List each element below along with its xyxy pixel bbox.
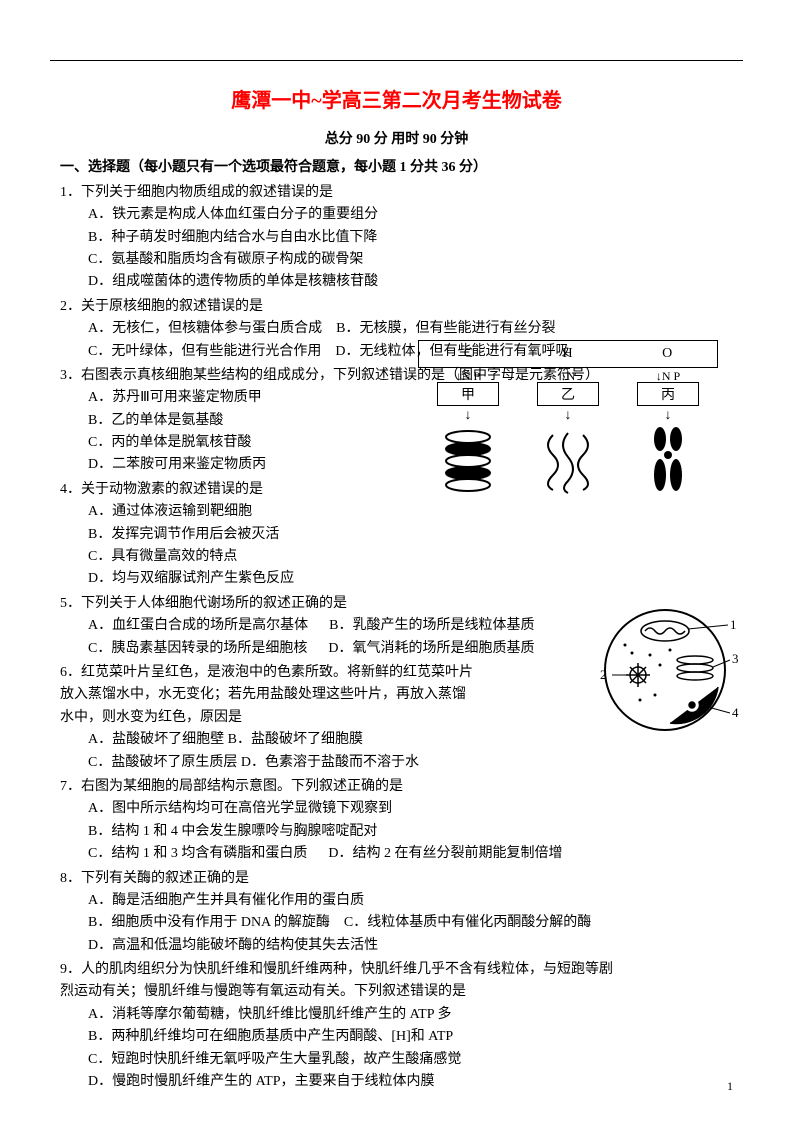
question-8: 8．下列有关酶的叙述正确的是 A．酶是活细胞产生并具有催化作用的蛋白质 B．细胞…: [60, 868, 733, 958]
q2-option-a: A．无核仁，但核糖体参与蛋白质合成: [88, 321, 322, 336]
q5-option-d: D．氧气消耗的场所是细胞质基质: [328, 641, 534, 656]
q8-options-bc: B．细胞质中没有作用于 DNA 的解旋酶 C．线粒体基质中有催化丙酮酸分解的酶: [88, 912, 733, 934]
q3-figure: C H O ↓N P ↓N ↓N P 甲 乙 丙 ↓ ↓ ↓: [418, 340, 718, 495]
cell-diagram-icon: [600, 605, 740, 735]
q8-option-b: B．细胞质中没有作用于 DNA 的解旋酶: [88, 915, 330, 930]
page-number: 1: [727, 1079, 733, 1094]
q3-cho-h: H: [563, 346, 573, 362]
q3-cho-c: C: [464, 346, 473, 362]
exam-title: 鹰潭一中~学高三第二次月考生物试卷: [60, 85, 733, 117]
q9-option-a: A．消耗等摩尔葡萄糖，快肌纤维比慢肌纤维产生的 ATP 多: [88, 1004, 733, 1026]
section-heading: 一、选择题（每小题只有一个选项最符合题意，每小题 1 分共 36 分）: [60, 157, 733, 179]
q9-stem-2: 烈运动有关；慢肌纤维与慢跑等有氧运动有关。下列叙述错误的是: [60, 981, 733, 1003]
q1-option-b: B．种子萌发时细胞内结合水与自由水比值下降: [88, 227, 733, 249]
exam-page: 鹰潭一中~学高三第二次月考生物试卷 总分 90 分 用时 90 分钟 一、选择题…: [0, 0, 793, 1135]
q7-figure: 1 2 3 4: [600, 605, 740, 740]
q1-stem: 1．下列关于细胞内物质组成的叙述错误的是: [60, 182, 733, 204]
q3-svg-row: [418, 425, 718, 495]
q4-option-b: B．发挥完调节作用后会被灭活: [88, 524, 733, 546]
q9-stem-1: 9．人的肌肉组织分为快肌纤维和慢肌纤维两种，快肌纤维几乎不含有线粒体，与短跑等剧: [60, 959, 733, 981]
q8-option-a: A．酶是活细胞产生并具有催化作用的蛋白质: [88, 890, 733, 912]
membrane-icon: [438, 425, 498, 495]
q3-arrow-3: ↓N P: [638, 370, 698, 382]
q2-option-b: B．无核膜，但有些能进行有丝分裂: [336, 321, 555, 336]
q3-boxes-row: 甲 乙 丙: [418, 382, 718, 406]
q7-label-3: 3: [732, 651, 739, 667]
q3-down-3: ↓: [638, 408, 698, 423]
q3-arrows-row: ↓N P ↓N ↓N P: [418, 370, 718, 382]
q7-options-cd: C．结构 1 和 3 均含有磷脂和蛋白质 D．结构 2 在有丝分裂前期能复制倍增: [88, 843, 733, 865]
q3-down-1: ↓: [438, 408, 498, 423]
question-4: 4．关于动物激素的叙述错误的是 A．通过体液运输到靶细胞 B．发挥完调节作用后会…: [60, 479, 733, 591]
q9-option-c: C．短跑时快肌纤维无氧呼吸产生大量乳酸，故产生酸痛感觉: [88, 1049, 733, 1071]
q7-label-2: 2: [600, 667, 607, 683]
q2-options-ab: A．无核仁，但核糖体参与蛋白质合成 B．无核膜，但有些能进行有丝分裂: [88, 318, 733, 340]
top-rule: [50, 60, 743, 61]
q9-option-d: D．慢跑时慢肌纤维产生的 ATP，主要来自于线粒体内膜: [88, 1071, 733, 1093]
q6-options-cd: C．盐酸破坏了原生质层 D．色素溶于盐酸而不溶于水: [88, 752, 733, 774]
q8-option-c: C．线粒体基质中有催化丙酮酸分解的酶: [344, 915, 591, 930]
q3-cho-box: C H O: [418, 340, 718, 368]
q7-label-1: 1: [730, 617, 737, 633]
exam-subinfo: 总分 90 分 用时 90 分钟: [60, 129, 733, 151]
q2-stem: 2．关于原核细胞的叙述错误的是: [60, 296, 733, 318]
q1-option-c: C．氨基酸和脂质均含有碳原子构成的碳骨架: [88, 249, 733, 271]
question-1: 1．下列关于细胞内物质组成的叙述错误的是 A．铁元素是构成人体血红蛋白分子的重要…: [60, 182, 733, 294]
protein-icon: [538, 425, 598, 495]
q3-down-2: ↓: [538, 408, 598, 423]
q1-option-d: D．组成噬菌体的遗传物质的单体是核糖核苷酸: [88, 271, 733, 293]
q5-option-c: C．胰岛素基因转录的场所是细胞核: [88, 641, 307, 656]
q5-option-b: B．乳酸产生的场所是线粒体基质: [329, 618, 534, 633]
q5-option-a: A．血红蛋白合成的场所是高尔基体: [88, 618, 308, 633]
q7-option-a: A．图中所示结构均可在高倍光学显微镜下观察到: [88, 798, 733, 820]
q4-option-a: A．通过体液运输到靶细胞: [88, 501, 733, 523]
q1-option-a: A．铁元素是构成人体血红蛋白分子的重要组分: [88, 204, 733, 226]
q4-option-d: D．均与双缩脲试剂产生紫色反应: [88, 568, 733, 590]
q7-option-c: C．结构 1 和 3 均含有磷脂和蛋白质: [88, 846, 307, 861]
q3-box-yi: 乙: [537, 382, 599, 406]
q3-cho-o: O: [662, 346, 672, 362]
q3-box-bing: 丙: [637, 382, 699, 406]
q3-down-arrows: ↓ ↓ ↓: [418, 408, 718, 423]
q2-option-c: C．无叶绿体，但有些能进行光合作用: [88, 344, 321, 359]
chromosome-icon: [638, 425, 698, 495]
q4-option-c: C．具有微量高效的特点: [88, 546, 733, 568]
question-9: 9．人的肌肉组织分为快肌纤维和慢肌纤维两种，快肌纤维几乎不含有线粒体，与短跑等剧…: [60, 959, 733, 1093]
q7-stem: 7．右图为某细胞的局部结构示意图。下列叙述正确的是: [60, 776, 733, 798]
q8-stem: 8．下列有关酶的叙述正确的是: [60, 868, 733, 890]
q3-box-jia: 甲: [437, 382, 499, 406]
q7-option-b: B．结构 1 和 4 中会发生腺嘌呤与胸腺嘧啶配对: [88, 821, 733, 843]
question-7: 7．右图为某细胞的局部结构示意图。下列叙述正确的是 A．图中所示结构均可在高倍光…: [60, 776, 733, 866]
q7-option-d: D．结构 2 在有丝分裂前期能复制倍增: [328, 846, 562, 861]
q3-arrow-1: ↓N P: [438, 370, 498, 382]
q8-option-d: D．高温和低温均能破坏酶的结构使其失去活性: [88, 935, 733, 957]
q7-label-4: 4: [732, 705, 739, 721]
q9-option-b: B．两种肌纤维均可在细胞质基质中产生丙酮酸、[H]和 ATP: [88, 1026, 733, 1048]
q3-arrow-2: ↓N: [538, 370, 598, 382]
